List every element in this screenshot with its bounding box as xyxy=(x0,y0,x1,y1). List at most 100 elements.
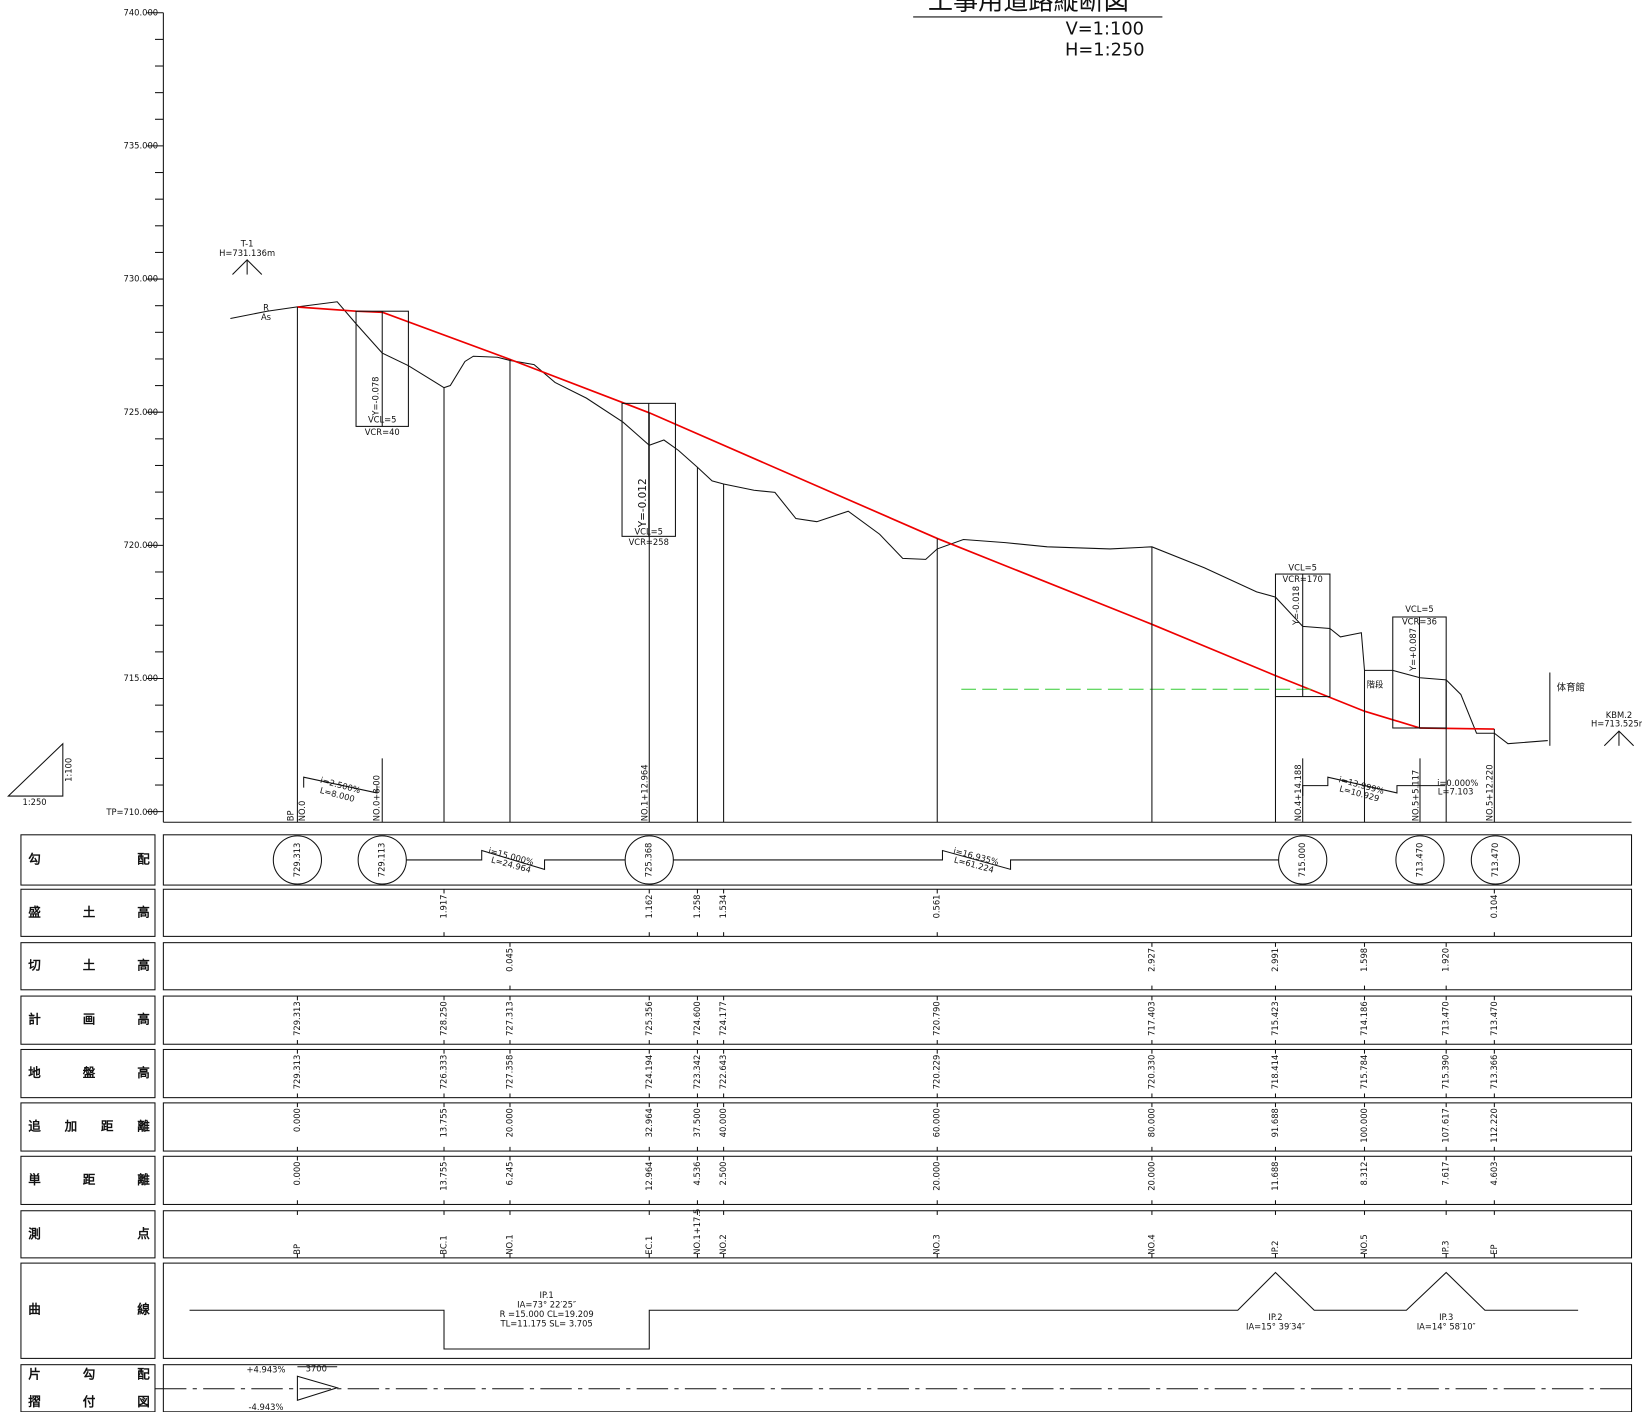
label: 1:250 xyxy=(23,797,47,807)
row-value: NO.2 xyxy=(718,1234,728,1254)
label: 曲線 xyxy=(28,1302,150,1317)
label: 713.470 xyxy=(1490,843,1500,878)
row-value: 32.964 xyxy=(644,1108,654,1137)
label: 単距離 xyxy=(28,1172,150,1187)
label: IP.3 xyxy=(1439,1312,1453,1322)
row-value: 0.045 xyxy=(504,948,514,972)
row-value: 37.500 xyxy=(692,1108,702,1137)
label: 713.470 xyxy=(1414,843,1424,878)
station-label: NO.5+12.220 xyxy=(1485,764,1495,821)
row-cell xyxy=(162,942,1633,991)
label: 摺付図 xyxy=(28,1394,149,1409)
row-value: 0.000 xyxy=(292,1162,302,1186)
elevation-label: 735.000 xyxy=(124,140,159,150)
label: 729.313 xyxy=(292,843,302,878)
row-value: 7.617 xyxy=(1441,1162,1451,1186)
row-value: 715.423 xyxy=(1270,1001,1280,1036)
row-value: 1.598 xyxy=(1359,948,1369,972)
label: -4.943% xyxy=(249,1402,284,1412)
label: TL=11.175 SL= 3.705 xyxy=(500,1318,593,1328)
row-value: 724.177 xyxy=(718,1001,728,1036)
row-value: 715.390 xyxy=(1441,1055,1451,1090)
station-label: BP xyxy=(286,810,296,821)
row-value: 720.229 xyxy=(932,1055,942,1090)
row-value: NO.5 xyxy=(1359,1234,1369,1254)
label: 地盤高 xyxy=(28,1065,150,1080)
elevation-label: 725.000 xyxy=(124,407,159,417)
row-value: 0.561 xyxy=(932,894,942,918)
label: VCR=170 xyxy=(1283,574,1323,584)
row-value: 112.220 xyxy=(1489,1108,1499,1143)
station-label: NO.0 xyxy=(297,801,307,821)
label: 片勾配 xyxy=(28,1367,150,1382)
label: VCR=36 xyxy=(1402,617,1437,627)
row-value: 20.000 xyxy=(504,1108,514,1137)
row-cell xyxy=(162,995,1633,1045)
row-label-cell xyxy=(20,1155,156,1205)
row-value: 0.104 xyxy=(1489,894,1499,918)
label: 切土高 xyxy=(28,958,150,973)
row-value: IP.2 xyxy=(1270,1241,1280,1255)
scale-v: V=1:100 xyxy=(1066,19,1144,40)
row-value: 717.403 xyxy=(1146,1001,1156,1036)
row-value: 2.500 xyxy=(718,1162,728,1186)
label: H=731.136m xyxy=(219,248,275,258)
row-value: 713.470 xyxy=(1489,1001,1499,1036)
row-value: 714.186 xyxy=(1359,1001,1369,1036)
row-value: 729.313 xyxy=(292,1001,302,1036)
station-label: NO.0+8.00 xyxy=(371,775,381,821)
elevation-label: TP=710.000 xyxy=(105,807,158,817)
row-value: 725.356 xyxy=(644,1001,654,1036)
row-value: 728.250 xyxy=(439,1001,449,1036)
row-value: NO.1 xyxy=(504,1234,514,1254)
row-value: 1.162 xyxy=(644,894,654,918)
scale-triangle xyxy=(7,742,64,797)
label: VCL=5 xyxy=(1405,604,1434,614)
label: +4.943% xyxy=(247,1364,286,1374)
row-value: 2.927 xyxy=(1146,948,1156,972)
ip-circle xyxy=(1395,835,1445,885)
label: IA=14° 58′10″ xyxy=(1417,1321,1476,1331)
row-value: 20.000 xyxy=(932,1162,942,1191)
row-value: NO.4 xyxy=(1146,1234,1156,1254)
label: R =15.000 CL=19.209 xyxy=(500,1309,594,1319)
ip-circle xyxy=(272,835,323,885)
label: 725.368 xyxy=(644,843,654,878)
label: IA=15° 39′34″ xyxy=(1246,1321,1305,1331)
row-value: 6.245 xyxy=(504,1162,514,1186)
row-label-cell xyxy=(20,995,156,1045)
label: As xyxy=(261,312,271,322)
row-value: 722.643 xyxy=(718,1055,728,1090)
row-value: 20.000 xyxy=(1146,1162,1156,1191)
row-value: 91.688 xyxy=(1270,1108,1280,1137)
row-value: 60.000 xyxy=(932,1108,942,1137)
row-value: 724.194 xyxy=(644,1055,654,1090)
row-cell xyxy=(162,1155,1633,1205)
row-value: 718.414 xyxy=(1270,1055,1280,1090)
label: VCL=5 xyxy=(368,415,397,425)
row-value: 1.917 xyxy=(439,894,449,918)
row-value: 713.470 xyxy=(1441,1001,1451,1036)
label: Y=-0.018 xyxy=(1291,586,1301,626)
label: 3700 xyxy=(306,1363,327,1373)
label: VCR=40 xyxy=(365,427,400,437)
row-value: 727.313 xyxy=(504,1001,514,1036)
row-value: 724.600 xyxy=(692,1001,702,1036)
row-cell xyxy=(162,834,1633,886)
row-label-cell xyxy=(20,1210,156,1259)
station-label: NO.1+12.964 xyxy=(640,764,650,821)
label: 1:100 xyxy=(64,758,74,782)
elevation-label: 720.000 xyxy=(124,540,159,550)
label: R xyxy=(263,303,269,313)
row-label-cell xyxy=(20,834,156,886)
station-label: NO.4+14.188 xyxy=(1293,764,1303,821)
row-label-cell xyxy=(20,1048,156,1099)
label: KBM.2 xyxy=(1606,710,1632,720)
row-value: 4.603 xyxy=(1489,1162,1499,1186)
gradient-line xyxy=(673,849,1279,871)
row-value: 1.534 xyxy=(718,894,728,918)
label: 体育館 xyxy=(1557,682,1585,694)
label: 715.000 xyxy=(1297,843,1307,878)
row-value: NO.3 xyxy=(932,1234,942,1254)
